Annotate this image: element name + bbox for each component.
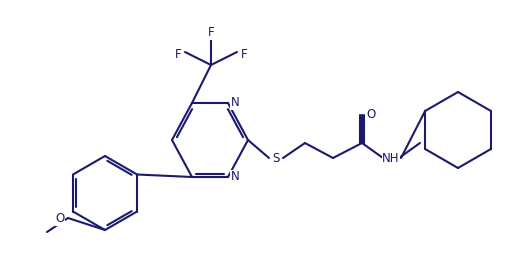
Text: S: S xyxy=(272,152,280,165)
Text: F: F xyxy=(240,47,247,60)
Text: NH: NH xyxy=(382,152,400,165)
Text: O: O xyxy=(55,213,64,226)
Text: O: O xyxy=(366,108,376,121)
Text: F: F xyxy=(207,26,214,39)
Text: F: F xyxy=(175,47,181,60)
Text: N: N xyxy=(231,96,239,109)
Text: N: N xyxy=(231,170,239,183)
